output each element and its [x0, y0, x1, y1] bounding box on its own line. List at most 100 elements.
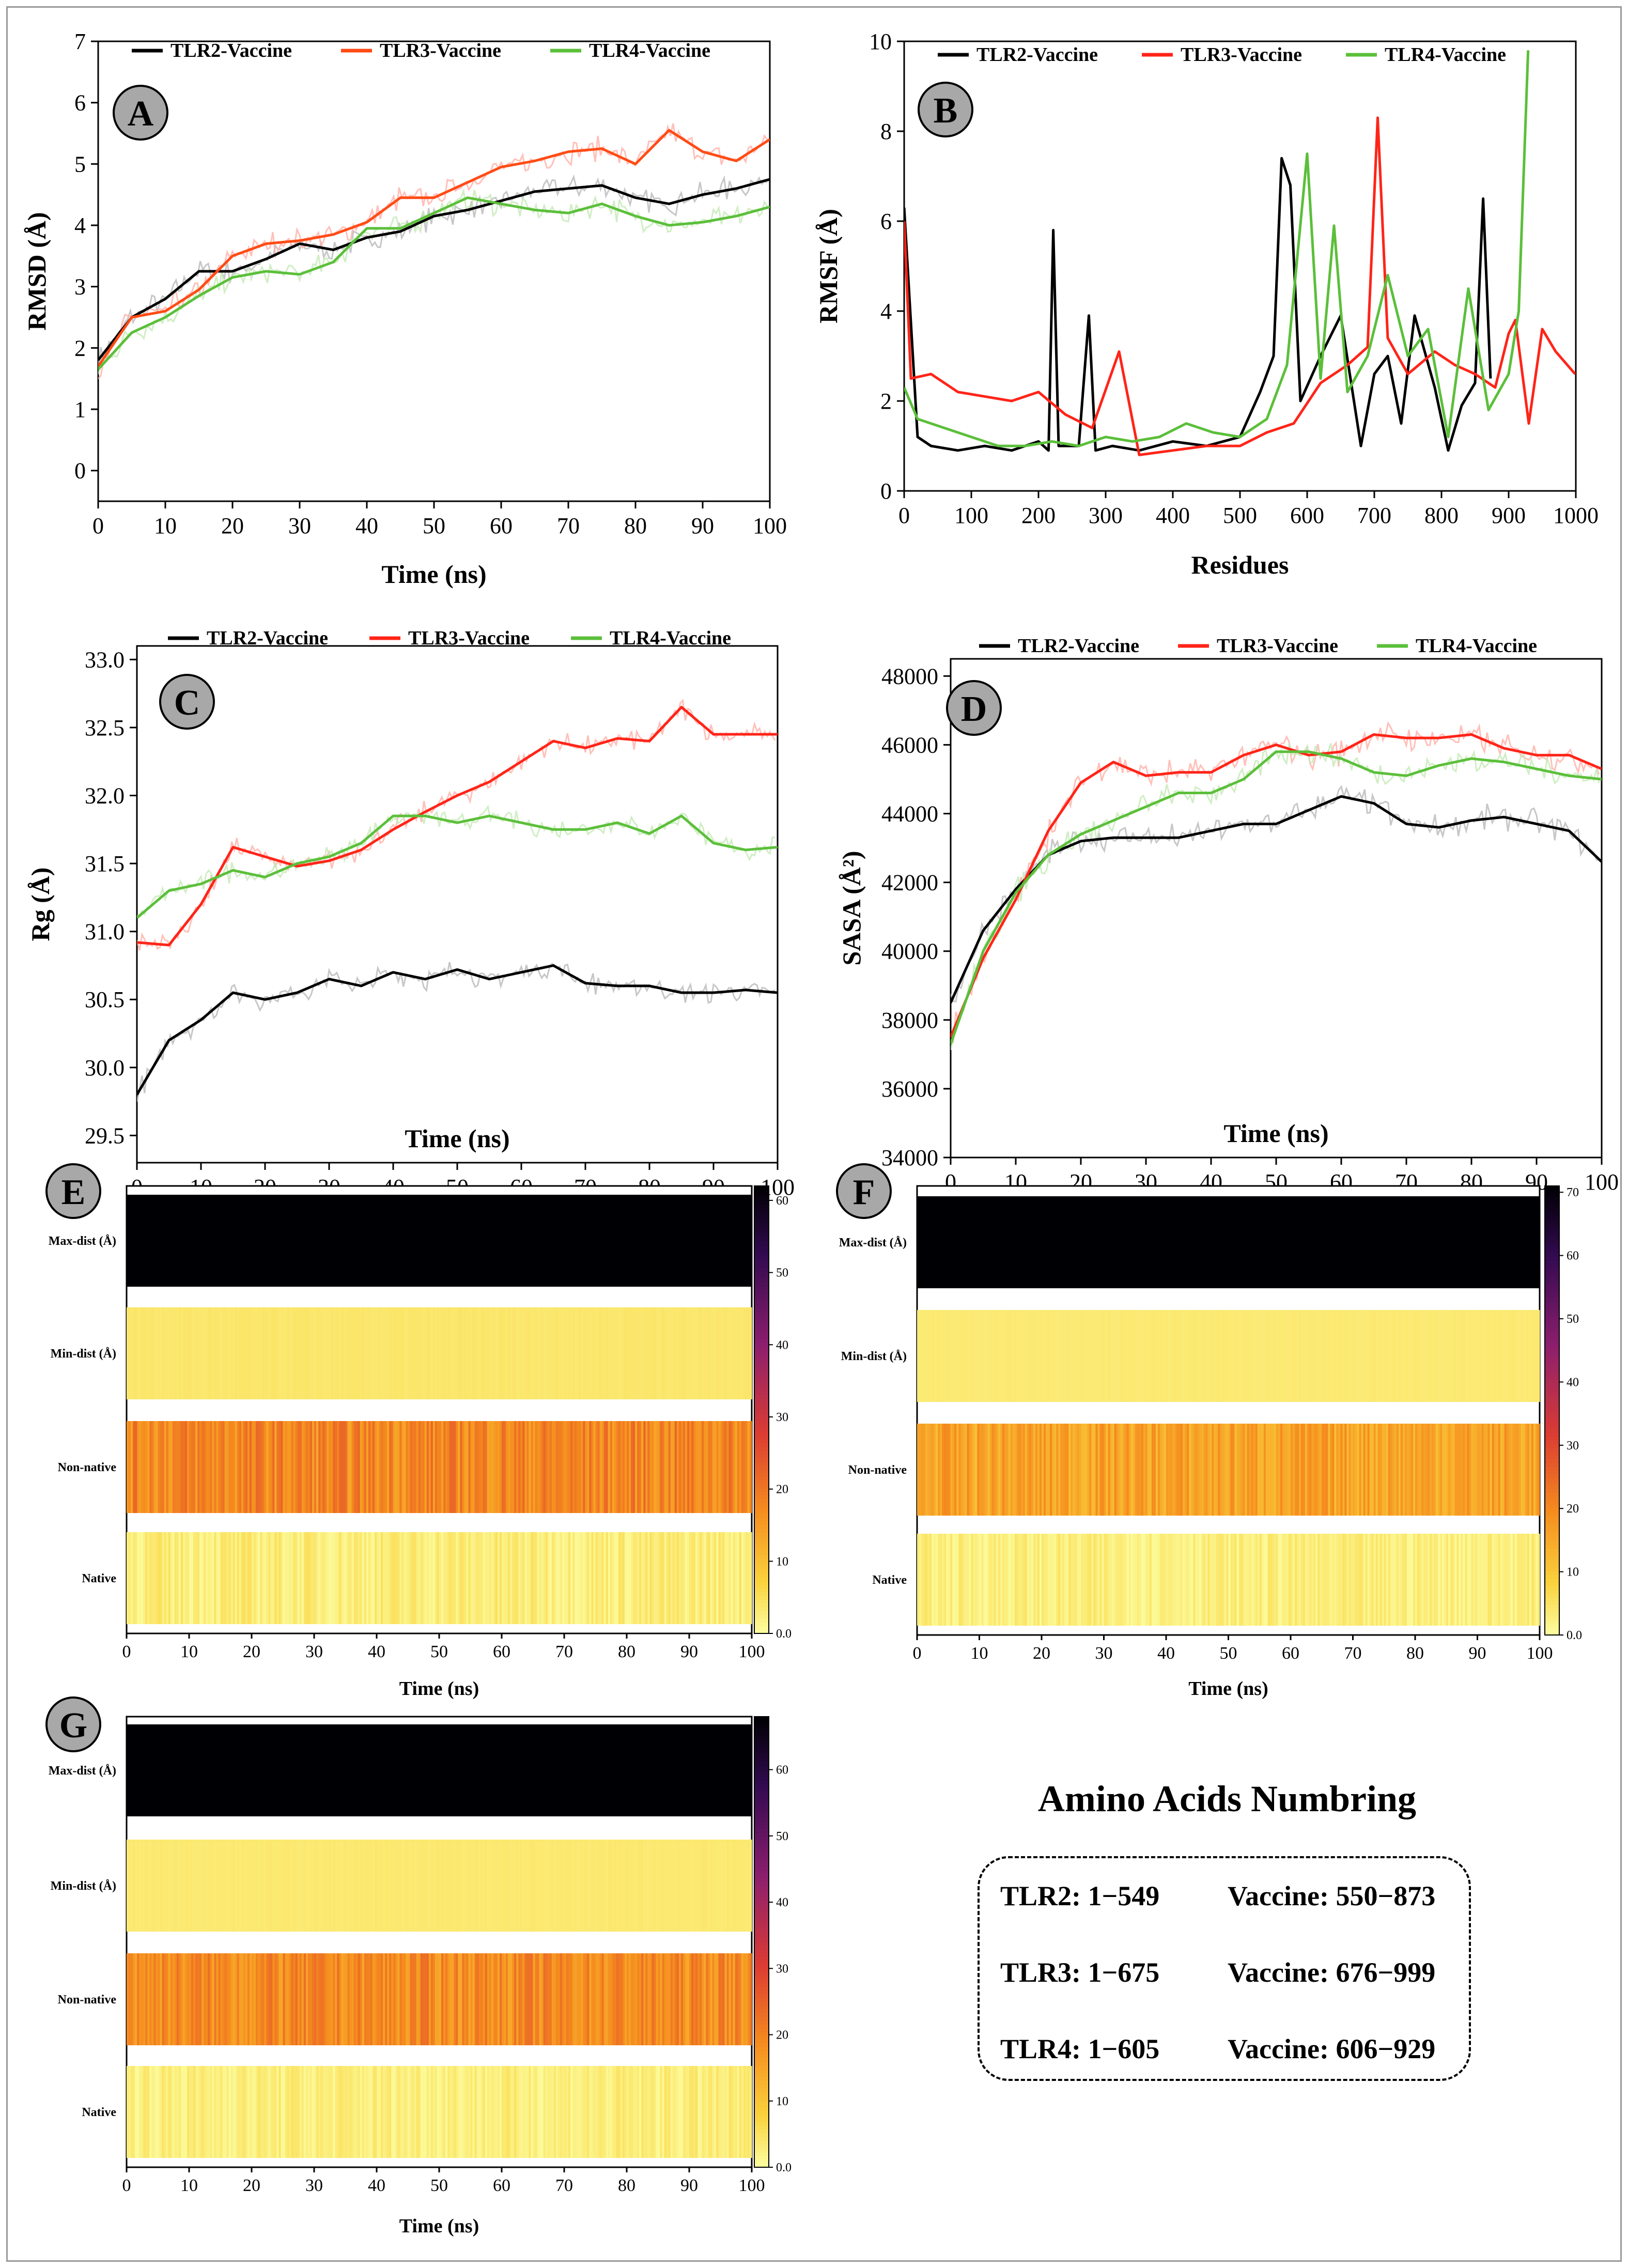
x-tick-label: 700: [1357, 503, 1391, 528]
panel-letter: G: [59, 1706, 87, 1746]
y-tick-label: 2: [74, 335, 86, 361]
legend-label: TLR2-Vaccine: [1018, 635, 1139, 657]
y-tick-label: 38000: [881, 1008, 938, 1033]
numbering-row-tlr2: TLR2: 1−549 Vaccine: 550−873: [1000, 1880, 1435, 1912]
colorbar-tick-label: 0.0: [776, 2161, 792, 2174]
raw-series-3: [137, 699, 776, 951]
y-tick-label: 2: [880, 389, 892, 414]
y-tick-label: 0: [74, 458, 86, 484]
colorbar-tick-label: 70: [1567, 1186, 1579, 1199]
y-axis-label: Rg (Å): [26, 867, 55, 941]
panel-badge: [918, 82, 973, 137]
contact-heatmap-F: Max-dist (Å) Min-dist (Å) Non-native Native…: [836, 1163, 1582, 1700]
heatmap-row-2: [127, 1421, 752, 1513]
x-axis-label: Time (ns): [405, 1124, 509, 1153]
panel-badge: [45, 1696, 101, 1752]
panel-letter: F: [853, 1172, 875, 1212]
heatmap-row-label: Min-dist (Å): [841, 1350, 907, 1363]
y-tick-label: 10: [869, 29, 892, 54]
x-tick-label: 20: [243, 2176, 260, 2195]
y-tick-label: 7: [74, 29, 86, 54]
y-tick-label: 0: [880, 479, 892, 504]
y-tick-label: 30.5: [85, 987, 125, 1012]
heatmap-row-label: Native: [82, 1572, 116, 1585]
heatmap-row-label: Max-dist (Å): [49, 1235, 116, 1248]
x-tick-label: 100: [1527, 1644, 1553, 1663]
heatmap-row-label: Min-dist (Å): [51, 1879, 116, 1893]
colorbar-frame: [1544, 1185, 1560, 1636]
smoothed-series-3: [951, 733, 1602, 1038]
colorbar-frame: [754, 1716, 769, 2168]
x-tick-label: 40: [355, 513, 378, 538]
x-tick-label: 20: [243, 1642, 260, 1661]
y-tick-label: 31.0: [85, 919, 125, 945]
colorbar-tick-label: 40: [776, 1338, 788, 1352]
plot-frame: [950, 658, 1603, 1159]
legend-label: TLR4-Vaccine: [610, 627, 731, 649]
panel-letter: E: [61, 1172, 86, 1212]
x-tick-label: 50: [1220, 1644, 1237, 1663]
y-tick-label: 32.0: [85, 783, 125, 808]
colorbar-tick-label: 50: [776, 1267, 788, 1280]
x-tick-label: 100: [753, 513, 787, 538]
smoothed-series-3: [137, 705, 778, 947]
smoothed-series-4: [951, 750, 1602, 1045]
y-tick-label: 30.0: [85, 1055, 125, 1081]
x-axis-label: Time (ns): [1188, 1678, 1268, 1700]
legend-label: TLR3-Vaccine: [380, 40, 501, 61]
x-tick-label: 10: [180, 2176, 198, 2195]
legend-label: TLR2-Vaccine: [170, 40, 292, 61]
x-tick-label: 80: [1406, 1644, 1424, 1663]
y-tick-label: 3: [74, 274, 86, 300]
rmsf-series-3: [904, 116, 1576, 456]
x-tick-label: 60: [1282, 1644, 1299, 1663]
y-tick-label: 8: [880, 119, 892, 144]
heatmap-row-2: [127, 1953, 752, 2045]
contact-heatmap-G: Max-dist (Å) Min-dist (Å) Non-native Native…: [45, 1696, 792, 2237]
heatmap-row-0: [127, 1195, 752, 1287]
x-tick-label: 40: [368, 1642, 385, 1661]
x-tick-label: 60: [493, 2176, 510, 2195]
y-tick-label: 42000: [881, 870, 938, 896]
raw-series-3: [951, 721, 1600, 1043]
rmsf-chart: 0 100 200 300 400 500 600 700 800 900 1000 0 2 4 6 8 10 R…: [814, 29, 1599, 579]
sasa-chart: 0 10 20 30 40 50 60 70 80 90 100340003600038000400…: [837, 635, 1619, 1195]
y-tick-label: 6: [880, 209, 892, 234]
x-axis-label: Residues: [1191, 550, 1289, 579]
colorbar-tick-label: 10: [776, 1555, 788, 1568]
heatmap-row-label: Non-native: [58, 1993, 117, 2007]
colorbar-tick-label: 30: [776, 1962, 788, 1976]
y-tick-label: 4: [74, 213, 86, 238]
x-tick-label: 0: [122, 2176, 131, 2195]
raw-series-4: [951, 743, 1600, 1051]
y-tick-label: 5: [74, 151, 86, 177]
x-tick-label: 70: [1344, 1644, 1362, 1663]
tlr3-range: TLR3: 1−675: [1000, 1957, 1160, 1988]
figure-frame: [6, 6, 1622, 2262]
x-tick-label: 200: [1021, 503, 1056, 528]
x-tick-label: 300: [1089, 503, 1123, 528]
y-tick-label: 34000: [881, 1145, 938, 1170]
y-axis-label: SASA (Å²): [837, 851, 866, 966]
y-tick-label: 1: [74, 397, 86, 422]
x-axis-label: Time (ns): [399, 2215, 479, 2237]
smoothed-series-4: [137, 814, 778, 919]
x-tick-label: 0: [92, 513, 104, 538]
x-axis-label: Time (ns): [381, 560, 486, 589]
rmsd-chart: 0 10 20 30 40 50 60 70 80 90 100 0 1 2 3 4 5 6 7 Time (ns) R…: [22, 29, 787, 589]
x-tick-label: 30: [288, 513, 311, 538]
x-tick-label: 70: [555, 1642, 573, 1661]
heatmap-row-0: [917, 1196, 1540, 1288]
panel-letter: C: [174, 683, 200, 723]
x-tick-label: 90: [1469, 1644, 1486, 1663]
x-tick-label: 0: [898, 503, 910, 528]
x-tick-label: 40: [368, 2176, 385, 2195]
colorbar-tick-label: 50: [776, 1830, 788, 1843]
heatmap-row-2: [917, 1424, 1540, 1516]
legend-label: TLR3-Vaccine: [1217, 635, 1338, 657]
smoothed-series-3: [98, 129, 770, 367]
x-tick-label: 800: [1424, 503, 1459, 528]
y-tick-label: 44000: [881, 801, 938, 826]
smoothed-series-2: [98, 178, 770, 361]
x-tick-label: 50: [430, 1642, 448, 1661]
